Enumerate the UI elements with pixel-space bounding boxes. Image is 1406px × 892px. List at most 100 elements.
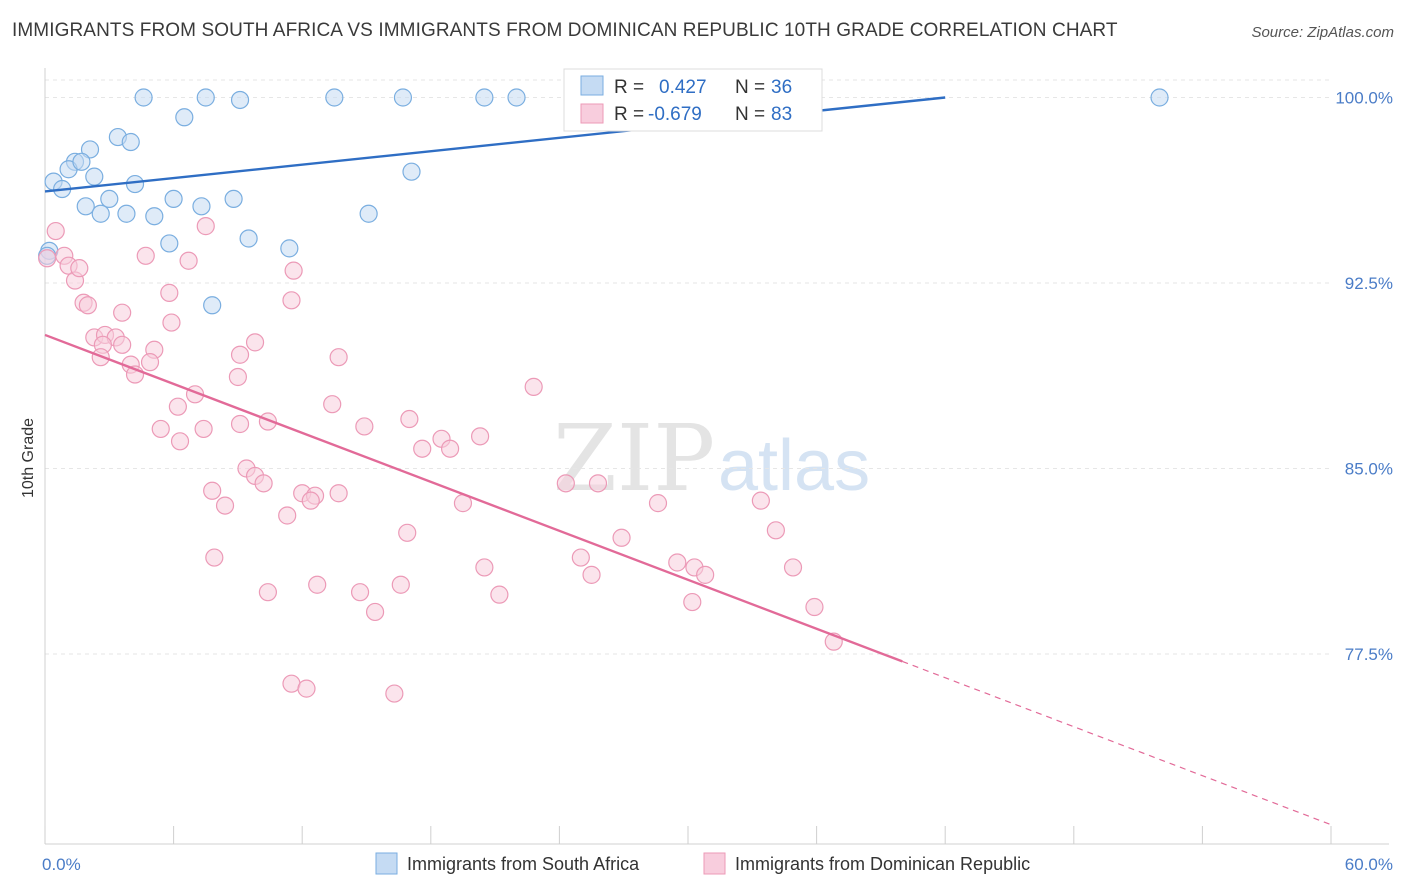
point-series-0-20: [224, 189, 243, 209]
chart-title: IMMIGRANTS FROM SOUTH AFRICA VS IMMIGRAN…: [12, 20, 1118, 41]
point-series-1-9: [179, 251, 198, 270]
point-series-1-79: [282, 674, 301, 693]
point-series-0-0: [134, 88, 153, 107]
axes: [44, 68, 1389, 845]
point-series-1-49: [203, 481, 222, 500]
point-series-1-63: [668, 553, 687, 572]
point-series-0-6: [507, 88, 526, 107]
point-series-1-69: [696, 565, 715, 584]
point-series-1-34: [230, 414, 250, 434]
y-axis-label: 10th Grade: [20, 418, 37, 498]
point-series-1-60: [612, 528, 631, 547]
point-series-1-64: [205, 548, 224, 567]
point-series-1-58: [278, 506, 297, 525]
stats-n-value-2: 83: [771, 104, 792, 125]
stats-r-value-1: 0.427: [659, 77, 707, 98]
point-series-1-39: [170, 432, 190, 451]
stats-r-value-2: -0.679: [648, 104, 702, 125]
point-series-0-24: [117, 204, 136, 223]
y-tick-label-0: 100.0%: [1335, 89, 1393, 108]
point-series-0-29: [160, 234, 179, 253]
stats-r-label-1: R =: [614, 77, 649, 98]
point-series-1-82: [38, 249, 57, 268]
point-series-0-31: [203, 296, 222, 315]
point-series-1-22: [245, 333, 265, 352]
trendline-series-1: [44, 333, 903, 663]
point-series-0-11: [80, 140, 100, 159]
point-series-1-27: [140, 353, 160, 372]
point-series-0-25: [145, 207, 164, 226]
point-series-1-47: [556, 474, 575, 493]
series-points: [38, 88, 1169, 703]
point-series-1-56: [751, 491, 770, 510]
x-tick-label-0: 0.0%: [42, 855, 81, 874]
legend-swatch-south-africa: [375, 852, 398, 875]
x-tick-label-1: 60.0%: [1345, 855, 1393, 874]
point-series-1-28: [228, 367, 247, 387]
point-series-1-65: [475, 558, 494, 577]
legend-label-south-africa: Immigrants from South Africa: [407, 854, 640, 874]
point-series-1-37: [151, 419, 170, 439]
point-series-1-36: [355, 417, 374, 436]
point-series-1-72: [258, 583, 278, 602]
point-series-1-68: [582, 565, 601, 584]
point-series-0-5: [475, 88, 494, 107]
stats-box-frame: [563, 68, 823, 132]
x-tick-labels: 0.0% 60.0%: [42, 855, 1393, 874]
point-series-0-30: [280, 239, 299, 258]
y-tick-label-3: 77.5%: [1345, 645, 1393, 664]
point-series-0-1: [196, 88, 215, 107]
point-series-0-27: [402, 162, 421, 181]
stats-swatch-dominican-republic: [580, 103, 604, 124]
point-series-1-48: [588, 474, 608, 493]
watermark: ZIP atlas: [553, 405, 870, 512]
point-series-1-46: [254, 474, 273, 493]
point-series-0-14: [85, 167, 104, 186]
stats-n-label-1: N =: [735, 77, 770, 98]
point-series-1-11: [160, 283, 179, 302]
point-series-1-42: [413, 439, 432, 458]
stats-box: R = 0.427 N = 36 R = -0.679 N = 83: [563, 68, 823, 132]
point-series-0-28: [239, 229, 258, 248]
point-series-1-31: [168, 397, 187, 416]
point-series-1-52: [329, 484, 348, 503]
y-tick-labels: 100.0% 92.5% 85.0% 77.5%: [1335, 89, 1393, 665]
point-series-1-29: [524, 377, 543, 396]
point-series-1-70: [308, 575, 327, 594]
point-series-0-10: [121, 132, 140, 152]
watermark-zip: ZIP: [553, 405, 715, 512]
point-series-0-7: [1150, 88, 1169, 107]
point-series-1-41: [470, 427, 490, 446]
stats-n-value-1: 36: [771, 77, 792, 98]
watermark-atlas: atlas: [718, 426, 870, 506]
point-series-1-10: [284, 261, 303, 280]
point-series-1-81: [385, 684, 404, 703]
point-series-1-73: [350, 583, 370, 602]
point-series-1-8: [136, 246, 155, 265]
point-series-1-77: [365, 602, 385, 622]
point-series-1-71: [391, 575, 410, 594]
point-series-1-21: [230, 345, 250, 364]
point-series-1-67: [783, 558, 803, 577]
y-tick-label-2: 85.0%: [1345, 460, 1393, 479]
point-series-1-12: [282, 291, 301, 310]
point-series-1-7: [196, 217, 215, 236]
point-series-0-17: [125, 174, 145, 194]
legend-swatch-dominican-republic: [703, 852, 726, 875]
point-series-0-35: [72, 152, 91, 171]
point-series-1-80: [297, 679, 316, 698]
point-series-1-18: [113, 335, 132, 354]
point-series-1-32: [323, 395, 342, 414]
point-series-1-76: [805, 597, 824, 617]
svg-text:R = -0.679 N =: R = -0.679 N = 83: [614, 104, 792, 125]
point-series-0-19: [164, 189, 183, 209]
point-series-1-14: [162, 313, 181, 332]
stats-swatch-south-africa: [580, 75, 604, 96]
legend-label-dominican-republic: Immigrants from Dominican Republic: [735, 854, 1030, 874]
y-tick-label-1: 92.5%: [1345, 274, 1393, 293]
svg-text:R = 0.427 N =: R = 0.427 N = 36: [614, 77, 792, 98]
stats-n-label-2: N =: [735, 104, 770, 125]
point-series-1-62: [571, 548, 590, 567]
trendline-extension-series-1: [902, 660, 1332, 826]
